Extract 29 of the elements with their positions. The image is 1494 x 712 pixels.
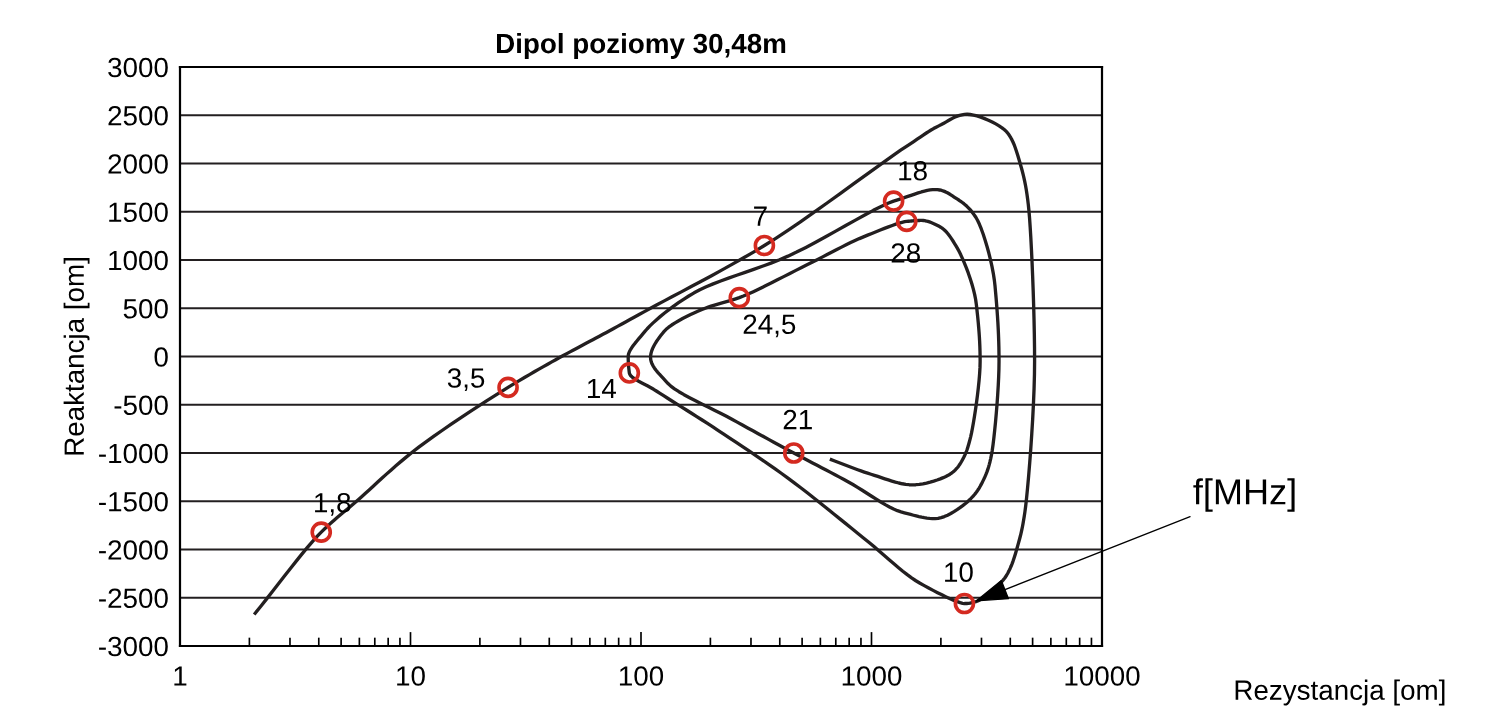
x-tick-label: 10000 — [1065, 666, 1140, 686]
y-tick-label: 2500 — [108, 105, 168, 126]
y-tick-label: -2500 — [99, 588, 168, 609]
annotation: 10 — [945, 562, 973, 582]
annotation: 21 — [783, 409, 812, 430]
x-tick-label: 1000 — [842, 666, 902, 686]
annotation: 14 — [588, 378, 616, 399]
y-tick-label: -2000 — [99, 540, 168, 560]
y-tick-label: 500 — [123, 298, 168, 319]
annotation: 3,5 — [447, 368, 485, 392]
y-tick-label: -1500 — [99, 491, 168, 512]
y-tick-label: -500 — [114, 395, 168, 416]
annotation: f[MHz] — [1193, 478, 1295, 512]
y-tick-label: 3000 — [108, 57, 168, 78]
x-tick-label: 100 — [619, 666, 664, 686]
annotation: 28 — [891, 243, 920, 263]
annotation: 18 — [899, 160, 927, 181]
y-tick-label: -3000 — [99, 636, 168, 657]
y-tick-label: 0 — [154, 347, 168, 367]
x-axis-title: Rezystancja [om] — [1235, 679, 1445, 706]
x-tick-label: 1 — [174, 666, 187, 686]
annotation: 24,5 — [743, 314, 796, 338]
y-tick-label: 1500 — [109, 202, 168, 223]
y-tick-label: 2000 — [108, 154, 168, 174]
chart-title: Dipol poziomy 30,48m — [497, 32, 786, 59]
y-tick-label: 1000 — [109, 250, 168, 271]
x-tick-label: 10 — [397, 666, 425, 686]
y-tick-label: -1000 — [99, 443, 168, 464]
y-axis-title: Reaktancja [om] — [63, 258, 90, 455]
